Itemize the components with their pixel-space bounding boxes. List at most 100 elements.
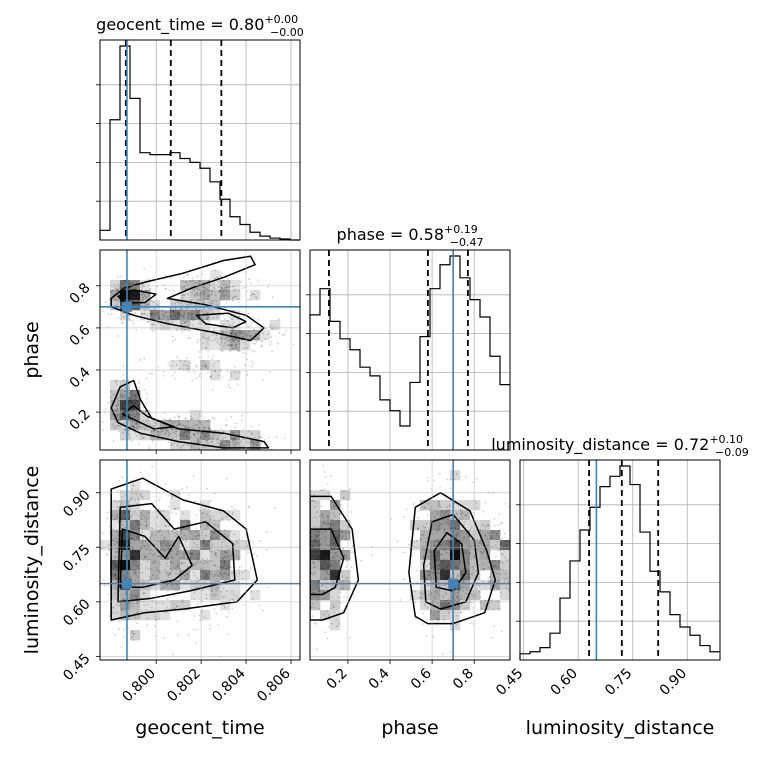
sample-point: [178, 313, 181, 316]
sample-point: [131, 548, 134, 551]
sample-point: [116, 414, 119, 416]
sample-point: [317, 526, 320, 528]
sample-point: [149, 372, 151, 375]
sample-point: [177, 562, 180, 565]
sample-point: [333, 523, 336, 526]
density-cell: [220, 320, 231, 331]
sample-point: [499, 573, 501, 576]
sample-point: [222, 437, 225, 439]
sample-point: [425, 579, 428, 581]
sample-point: [456, 555, 459, 558]
sample-point: [232, 593, 235, 596]
sample-point: [189, 336, 192, 339]
sample-point: [139, 549, 141, 552]
sample-point: [438, 558, 441, 561]
sample-point: [460, 555, 463, 558]
sample-point: [116, 564, 119, 567]
sample-point: [311, 615, 314, 618]
sample-point: [197, 338, 199, 341]
sample-point: [207, 339, 210, 342]
sample-point: [192, 418, 194, 420]
sample-point: [329, 548, 332, 551]
density-cell: [170, 580, 181, 591]
sample-point: [136, 434, 139, 437]
sample-point: [201, 516, 204, 519]
sample-point: [140, 293, 143, 296]
sample-point: [414, 590, 416, 593]
sample-point: [221, 441, 224, 444]
density-cell: [170, 430, 181, 441]
sample-point: [206, 442, 209, 444]
sample-point: [130, 498, 132, 501]
sample-point: [333, 556, 335, 559]
sample-point: [249, 567, 252, 569]
sample-point: [227, 285, 230, 288]
sample-point: [116, 289, 119, 292]
sample-point: [193, 615, 196, 617]
y-tick-label: 0.45: [60, 651, 93, 684]
sample-point: [470, 572, 473, 575]
sample-point: [438, 567, 441, 570]
density-cell: [220, 530, 231, 541]
sample-point: [131, 421, 134, 423]
sample-point: [119, 503, 122, 506]
sample-point: [199, 291, 202, 294]
sample-point: [315, 534, 318, 537]
sample-point: [334, 541, 337, 544]
sample-point: [175, 553, 178, 556]
sample-point: [136, 426, 139, 429]
sample-point: [136, 611, 139, 614]
sample-point: [176, 328, 179, 331]
sample-point: [453, 540, 456, 542]
sample-point: [341, 575, 344, 578]
x-tick-label: 0.8: [450, 666, 477, 693]
sample-point: [162, 314, 165, 317]
sample-point: [114, 577, 117, 580]
sample-point: [218, 289, 220, 292]
density-cell: [230, 290, 241, 301]
sample-point: [469, 622, 472, 625]
sample-point: [131, 394, 134, 397]
sample-point: [504, 572, 507, 575]
sample-point: [210, 375, 213, 378]
panel-hist-luminosity_distance: luminosity_distance = 0.72+0.10 −0.09: [491, 433, 749, 661]
sample-point: [144, 592, 146, 594]
sample-point: [140, 289, 143, 291]
sample-point: [265, 531, 268, 534]
sample-point: [184, 574, 186, 577]
sample-point: [206, 561, 209, 564]
sample-point: [123, 390, 126, 393]
sample-point: [211, 590, 214, 592]
sample-point: [218, 519, 221, 522]
sample-point: [236, 441, 239, 444]
sample-point: [124, 518, 126, 521]
sample-point: [447, 602, 450, 605]
sample-point: [314, 558, 317, 561]
sample-point: [132, 558, 134, 560]
sample-point: [195, 364, 197, 367]
sample-point: [133, 408, 135, 411]
sample-point: [193, 433, 196, 436]
sample-point: [425, 635, 428, 637]
sample-point: [149, 288, 152, 290]
sample-point: [190, 317, 193, 319]
sample-point: [446, 506, 449, 508]
sample-point: [312, 571, 315, 574]
sample-point: [182, 556, 185, 559]
sample-point: [211, 365, 214, 368]
density-cell: [170, 360, 181, 371]
sample-point: [137, 405, 140, 408]
sample-point: [324, 549, 327, 552]
sample-point: [185, 307, 188, 310]
sample-point: [191, 318, 194, 321]
sample-point: [167, 589, 169, 592]
sample-point: [249, 325, 252, 327]
sample-point: [122, 574, 125, 577]
sample-point: [191, 552, 194, 555]
sample-point: [448, 540, 451, 543]
sample-point: [167, 505, 170, 508]
sample-point: [271, 296, 274, 298]
sample-point: [502, 569, 505, 571]
sample-point: [175, 605, 178, 608]
sample-point: [196, 534, 199, 537]
